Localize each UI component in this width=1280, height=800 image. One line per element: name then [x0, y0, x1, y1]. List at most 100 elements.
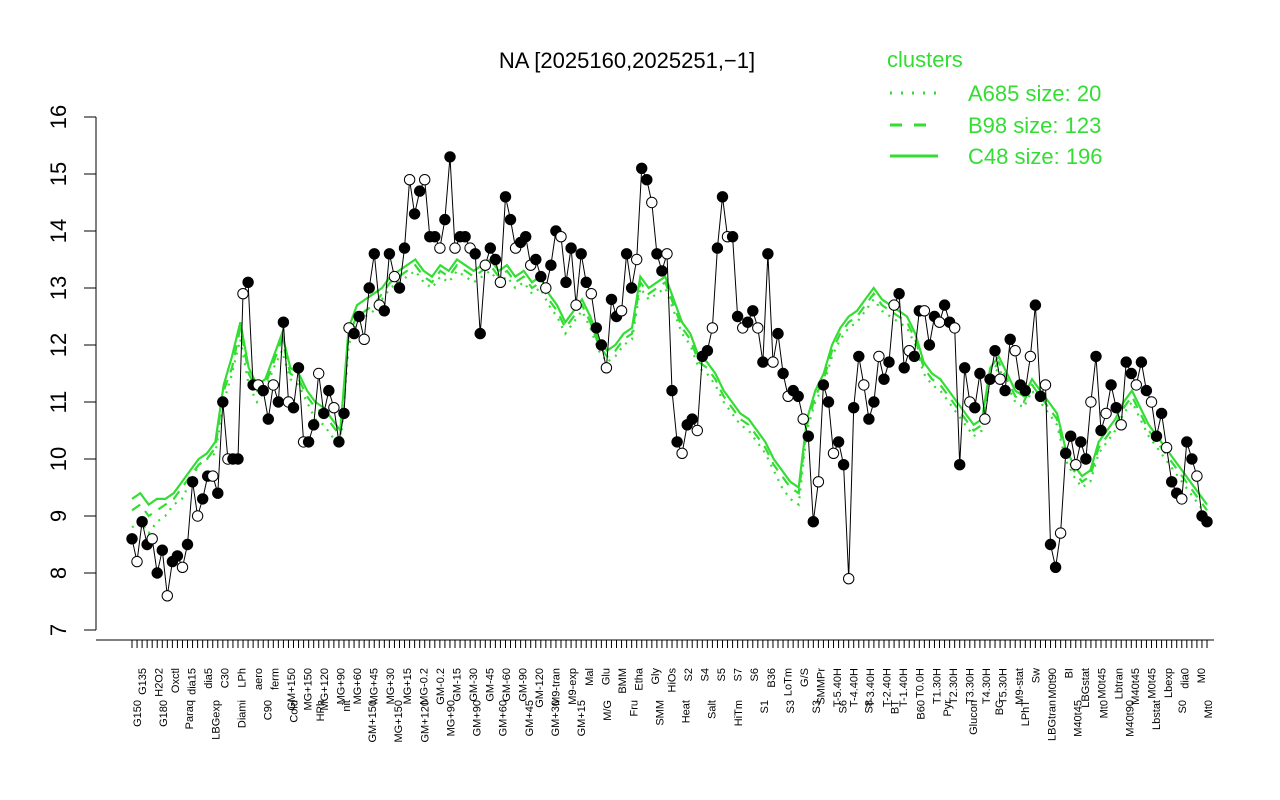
x-tick-label: M0t90 — [1047, 668, 1059, 699]
data-point — [287, 402, 300, 414]
x-tick-label: T-1.40H — [898, 668, 910, 707]
x-tick-label: M9-exp — [567, 668, 579, 705]
data-point — [313, 367, 325, 380]
x-tick-label: Gly — [650, 668, 662, 685]
data-point — [1054, 527, 1067, 539]
data-point — [1075, 436, 1087, 448]
data-point — [711, 242, 724, 254]
x-tick-label: BT — [890, 700, 902, 714]
data-point — [1135, 356, 1148, 368]
x-tick-label: Cold — [289, 700, 301, 723]
data-point — [338, 407, 350, 420]
data-point — [686, 413, 698, 425]
x-tick-label: B60 — [916, 700, 928, 720]
x-tick-label: LBGstat — [1080, 668, 1092, 708]
data-point — [1160, 441, 1173, 454]
data-point — [1110, 402, 1122, 414]
data-point — [620, 248, 633, 260]
x-tick-label: SMMPr — [815, 668, 827, 705]
x-tick-label: S6 — [837, 700, 849, 713]
x-tick-label: MG+120 — [319, 668, 331, 711]
x-tick-label: T-4.40H — [849, 668, 861, 707]
data-point — [504, 213, 517, 226]
x-axis: G135 H2O2 Oxctl dia15 dia5 C30 LPh aero ferm GM+1… — [96, 639, 1215, 743]
x-tick-label: Lbexp — [1163, 668, 1175, 698]
data-point — [479, 259, 491, 271]
data-point — [1019, 384, 1032, 397]
y-tick-label: 13 — [46, 276, 71, 300]
data-point — [414, 185, 426, 197]
legend-title: clusters — [887, 47, 963, 72]
data-point — [444, 151, 456, 163]
y-tick-label: 8 — [46, 567, 71, 579]
data-point — [439, 213, 451, 226]
x-tick-label: Sw — [1031, 668, 1043, 683]
data-point — [499, 191, 512, 203]
data-point — [792, 390, 804, 402]
data-point — [802, 430, 814, 442]
data-point — [827, 447, 840, 459]
data-point — [308, 419, 320, 431]
data-point — [1039, 379, 1052, 391]
x-tick-label: T5.30H — [997, 668, 1009, 704]
data-point — [302, 436, 315, 448]
data-point — [328, 402, 340, 414]
x-tick-label: G150 — [132, 700, 144, 727]
data-point — [131, 555, 143, 568]
x-tick-label: T4.30H — [981, 668, 993, 704]
data-point — [408, 208, 421, 220]
data-point — [837, 459, 850, 471]
data-point — [641, 174, 653, 186]
x-tick-label: Oxctl — [170, 668, 182, 693]
data-point — [984, 373, 996, 385]
x-tick-label: LPh — [236, 668, 248, 688]
x-tick-label: S3 — [811, 700, 823, 713]
data-point — [631, 253, 643, 266]
data-point — [1095, 424, 1107, 437]
x-tick-label: SMM — [654, 700, 666, 726]
data-point — [212, 487, 224, 499]
data-point — [656, 265, 668, 277]
data-point — [843, 573, 855, 585]
x-tick-label: MG+60 — [352, 668, 364, 704]
data-point — [434, 242, 446, 254]
x-tick-label: S8 — [863, 700, 875, 713]
x-tick-label: S6 — [749, 668, 761, 681]
data-point — [752, 322, 764, 334]
data-point — [938, 299, 951, 311]
data-point — [1024, 350, 1037, 363]
data-point — [570, 299, 582, 311]
x-tick-label: MG+150 — [302, 668, 314, 711]
data-point — [933, 316, 946, 328]
data-point — [378, 305, 390, 317]
data-point — [595, 339, 608, 351]
x-tick-label: Mal — [584, 668, 596, 686]
data-point — [494, 276, 507, 288]
data-point — [726, 231, 739, 243]
x-tick-label: GM-15 — [451, 668, 463, 702]
data-point — [923, 339, 936, 351]
data-point — [348, 327, 360, 340]
x-tick-label: nit — [341, 700, 353, 712]
legend: clusters A685 size: 20 B98 size: 123 C48… — [887, 47, 1103, 169]
x-tick-label: Mt0 — [1099, 700, 1111, 718]
data-point — [267, 379, 279, 391]
x-tick-label: BMM — [617, 668, 629, 694]
data-point — [777, 367, 789, 380]
y-tick-label: 15 — [46, 162, 71, 186]
data-point — [575, 248, 587, 260]
data-point — [585, 288, 597, 300]
data-point — [232, 453, 244, 465]
x-tick-label: GM+150 — [286, 668, 298, 711]
data-point — [555, 231, 567, 243]
x-tick-label: HiTm — [733, 700, 745, 726]
data-point — [146, 533, 158, 545]
x-tick-label: T3.30H — [964, 668, 976, 704]
x-tick-label: T1.30H — [931, 668, 943, 704]
data-point — [277, 316, 290, 328]
x-tick-label: Lbstat — [1151, 700, 1163, 730]
data-point — [812, 476, 825, 488]
x-tick-label: Paraq — [184, 700, 196, 729]
y-tick-label: 9 — [46, 510, 71, 522]
x-tick-label: S3 — [785, 700, 797, 713]
